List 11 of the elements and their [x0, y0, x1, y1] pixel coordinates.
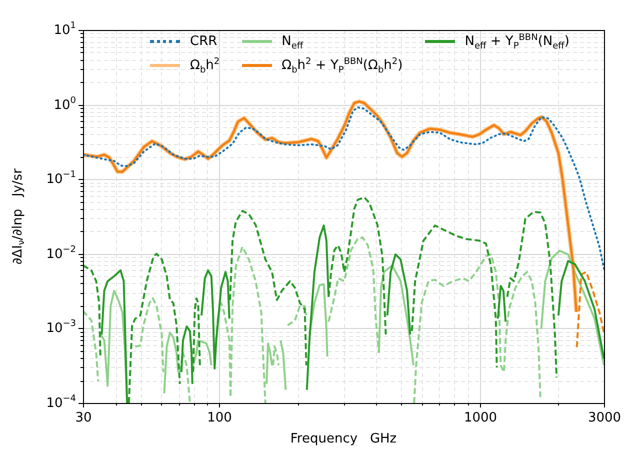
legend-label: N$_{eff}$ + Y$_{P}$$^{BBN}$(N$_{eff}$)	[464, 32, 570, 52]
x-tick-label: 30	[75, 410, 92, 426]
legend-label: CRR	[190, 34, 218, 48]
x-tick-label: 100	[207, 410, 232, 426]
x-tick-label: 1000	[464, 410, 498, 426]
legend-label: N$_{eff}$	[282, 34, 304, 52]
text: Ω$_{b}$h$^{2}$ + Y$_{P}$$^{BBN}$(Ω$_{b}$h$^{2}$)	[282, 56, 403, 76]
x-tick-label: 3000	[588, 410, 622, 426]
x-axis-title: Frequency GHz	[290, 431, 397, 446]
legend-label: Ω$_{b}$h$^{2}$	[190, 56, 220, 76]
y-axis-title: ∂ΔIν/∂lnp Jy/sr	[10, 168, 28, 265]
